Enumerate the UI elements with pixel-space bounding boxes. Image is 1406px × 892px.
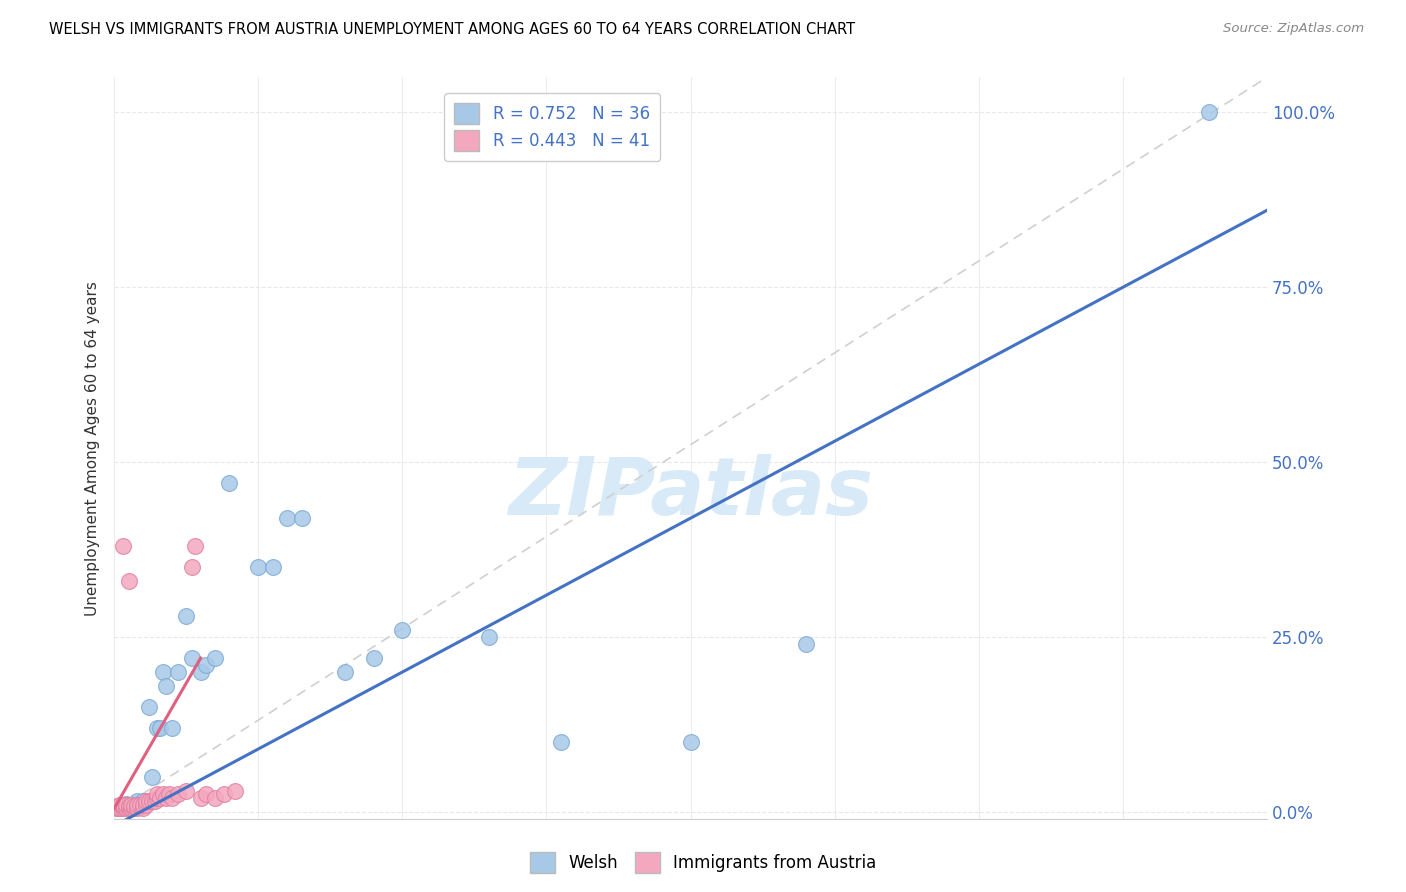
Point [160,721,183,735]
Point [195,788,218,802]
Point [121,801,143,815]
Point [124,801,146,815]
Point [117,799,139,814]
Point [132,801,155,815]
Point [105,801,128,815]
Point [143,795,166,809]
Point [111,801,134,815]
Legend: R = 0.752   N = 36, R = 0.443   N = 41: R = 0.752 N = 36, R = 0.443 N = 41 [444,93,659,161]
Point [111,799,134,814]
Point [290,511,312,525]
Point [146,791,169,805]
Text: ZIPatlas: ZIPatlas [508,454,873,532]
Point [146,721,169,735]
Point [166,788,188,802]
Point [124,799,146,814]
Point [114,801,136,815]
Point [174,784,197,798]
Point [127,801,149,815]
Point [138,795,160,809]
Text: Source: ZipAtlas.com: Source: ZipAtlas.com [1223,22,1364,36]
Point [111,539,134,553]
Point [149,791,172,805]
Point [105,799,128,814]
Point [121,797,143,812]
Point [218,476,240,491]
Point [160,791,183,805]
Point [114,797,136,811]
Point [333,665,356,679]
Point [152,788,174,802]
Point [363,651,385,665]
Point [141,795,163,809]
Point [135,797,157,811]
Point [181,651,204,665]
Point [152,665,174,679]
Point [166,665,188,679]
Point [276,511,298,525]
Point [108,797,131,812]
Point [391,623,413,637]
Point [117,801,139,815]
Point [204,651,226,665]
Point [679,735,702,749]
Text: WELSH VS IMMIGRANTS FROM AUSTRIA UNEMPLOYMENT AMONG AGES 60 TO 64 YEARS CORRELAT: WELSH VS IMMIGRANTS FROM AUSTRIA UNEMPLO… [49,22,855,37]
Point [141,770,163,784]
Point [135,797,157,812]
Point [108,797,131,812]
Point [121,799,143,814]
Point [146,788,169,802]
Point [132,795,155,809]
Y-axis label: Unemployment Among Ages 60 to 64 years: Unemployment Among Ages 60 to 64 years [86,281,100,615]
Point [111,797,134,812]
Legend: Welsh, Immigrants from Austria: Welsh, Immigrants from Austria [523,846,883,880]
Point [247,560,270,574]
Point [105,801,128,815]
Point [124,797,146,811]
Point [174,609,197,624]
Point [117,574,139,588]
Point [114,797,136,812]
Point [155,791,177,805]
Point [212,788,235,802]
Point [149,721,172,735]
Point [550,735,572,749]
Point [117,797,139,812]
Point [181,560,204,574]
Point [190,791,212,805]
Point [794,637,817,651]
Point [111,799,134,814]
Point [157,788,180,802]
Point [108,801,131,815]
Point [190,665,212,679]
Point [262,560,284,574]
Point [135,795,157,809]
Point [1198,105,1220,120]
Point [127,797,149,812]
Point [127,795,149,809]
Point [224,784,246,798]
Point [204,791,226,805]
Point [478,630,501,644]
Point [195,658,218,673]
Point [132,797,155,812]
Point [138,700,160,714]
Point [155,679,177,693]
Point [129,797,152,812]
Point [184,539,207,553]
